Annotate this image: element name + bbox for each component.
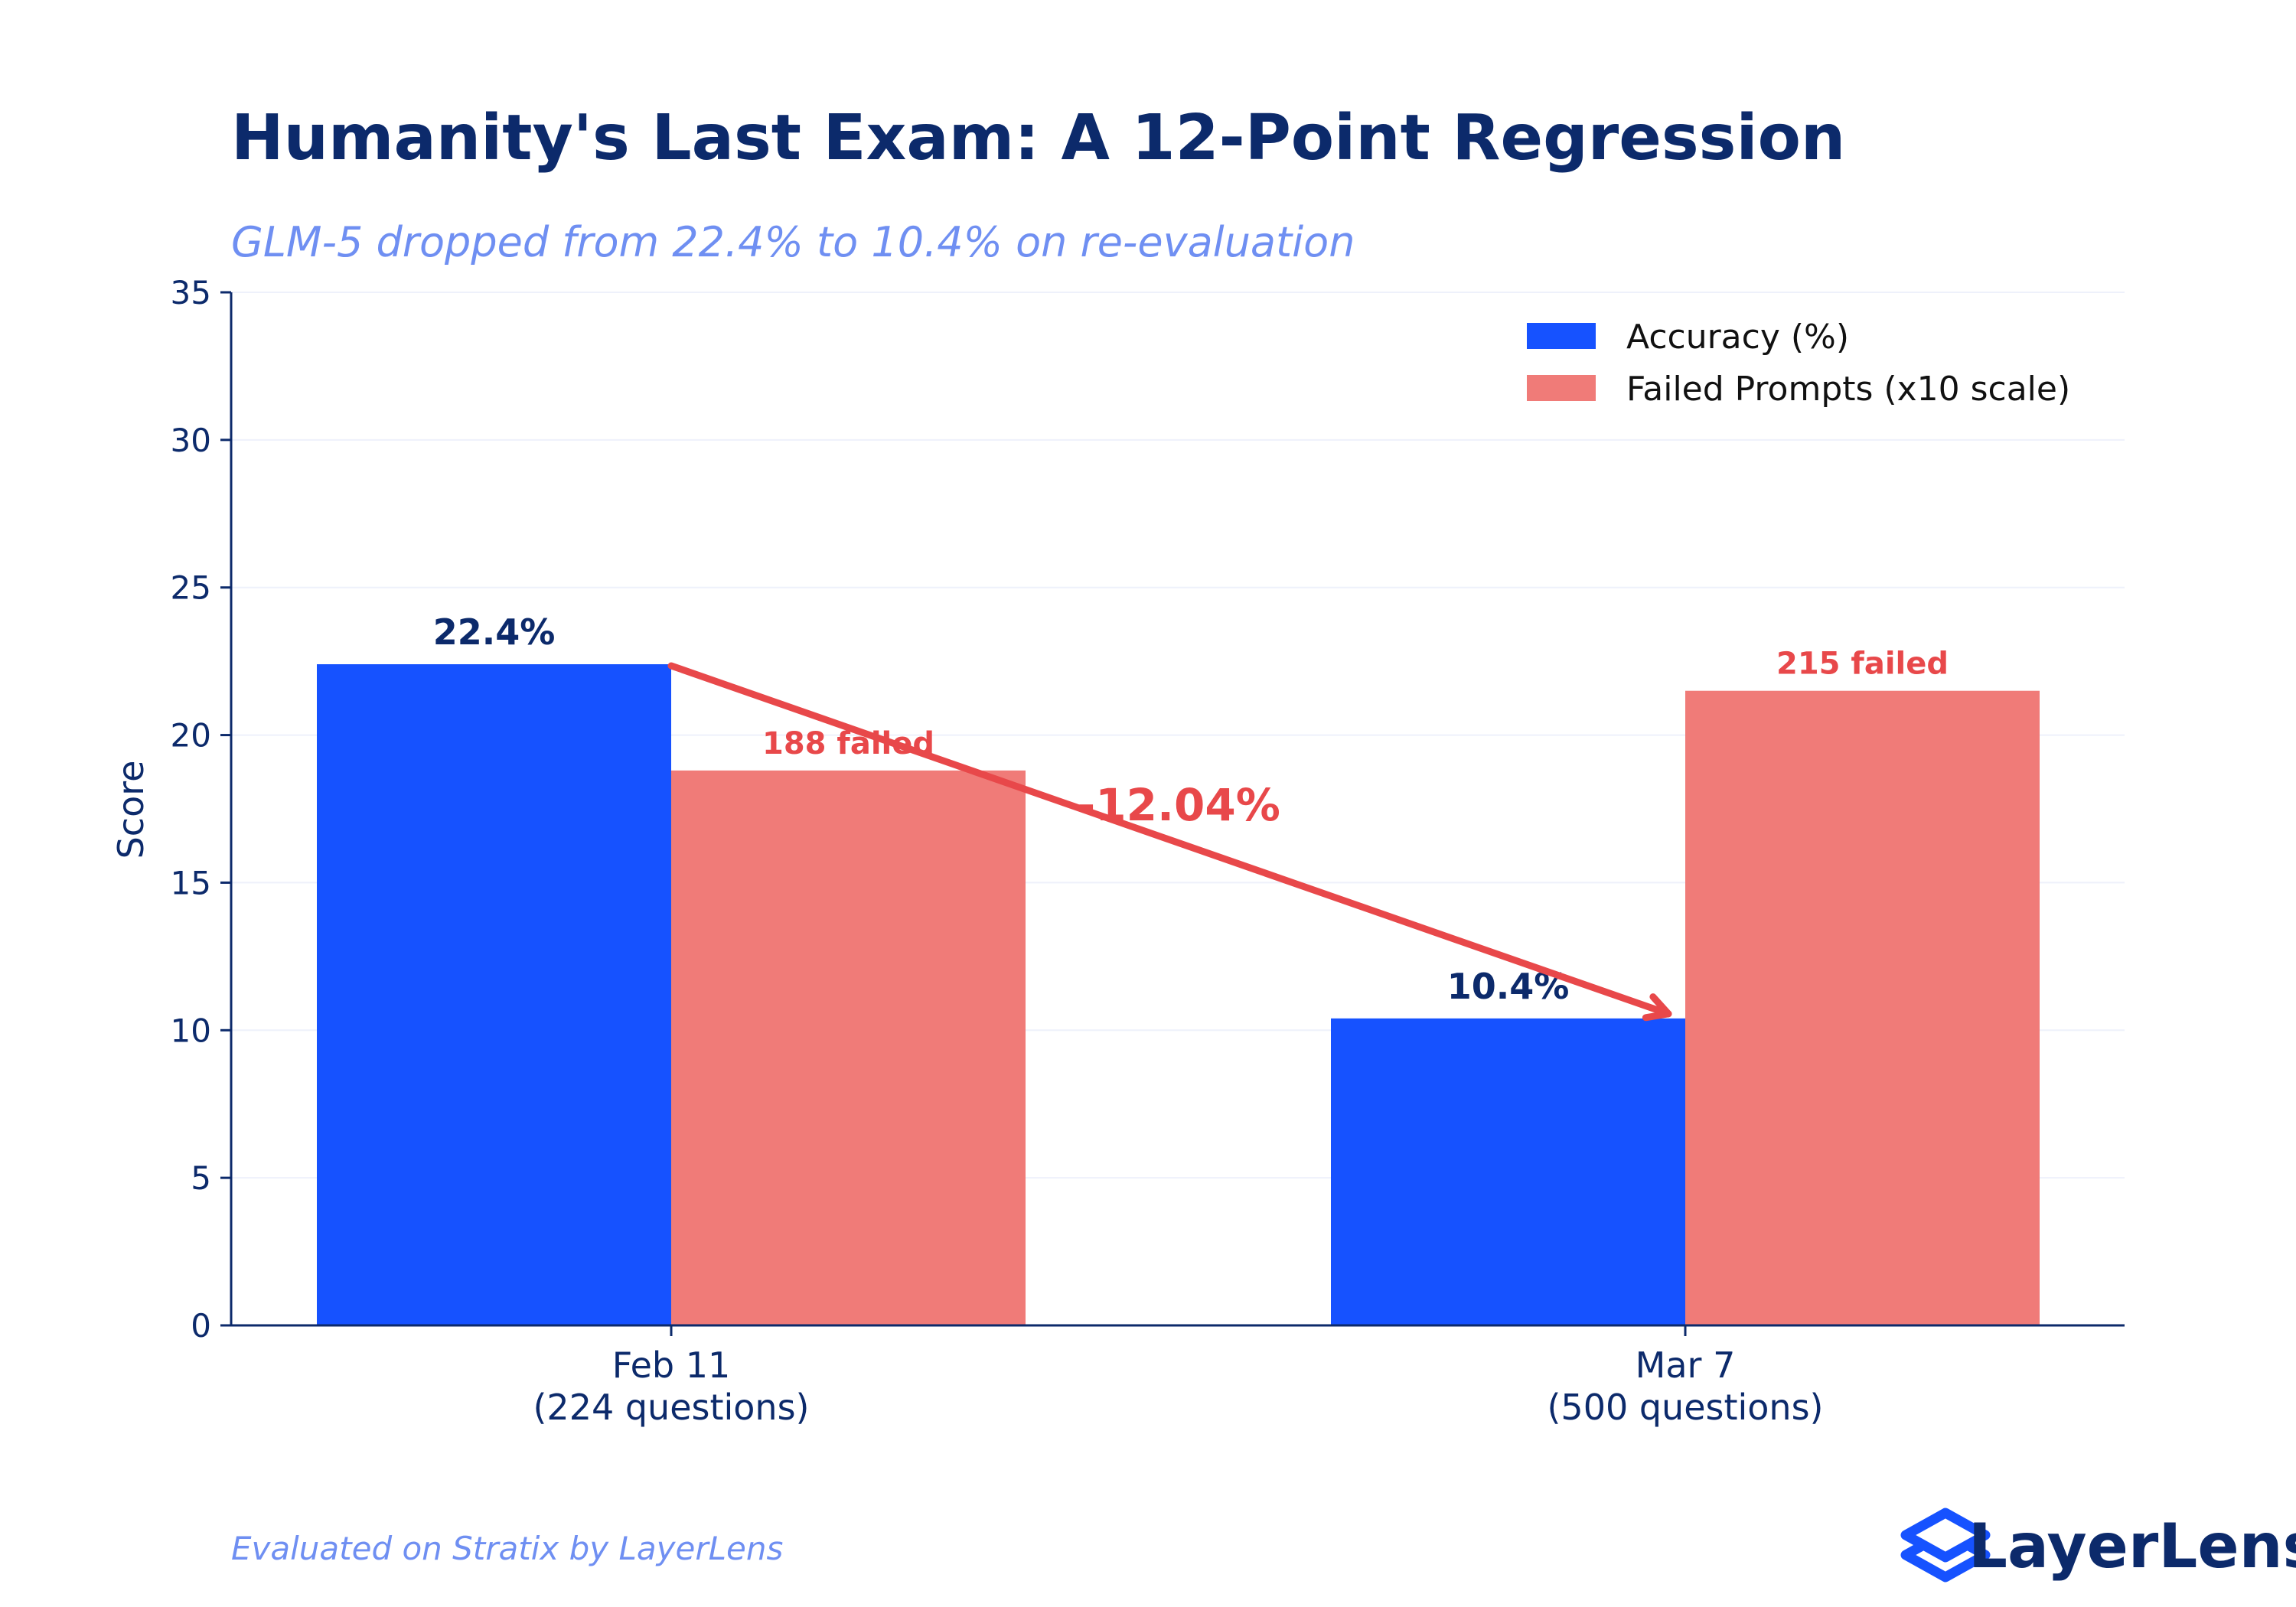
bar-failed-0 xyxy=(671,770,1026,1325)
regression-arrow xyxy=(667,662,1672,1018)
bar-accuracy-1 xyxy=(1331,1018,1685,1325)
x-tick-label: (224 questions) xyxy=(533,1387,809,1428)
y-tick-label: 15 xyxy=(171,864,211,901)
legend-label: Accuracy (%) xyxy=(1626,318,1849,357)
layerlens-logo: LayerLens xyxy=(1900,1508,2296,1583)
data-label: 22.4% xyxy=(433,611,556,653)
brand-name: LayerLens xyxy=(1968,1511,2296,1582)
layers-icon xyxy=(1900,1508,1991,1583)
y-tick-label: 25 xyxy=(171,569,211,607)
regression-annotation: -12.04% xyxy=(667,662,1672,1022)
legend: Accuracy (%) Failed Prompts (x10 scale) xyxy=(1527,318,2070,409)
legend-swatch xyxy=(1527,375,1596,401)
chart-subtitle: GLM-5 dropped from 22.4% to 10.4% on re-… xyxy=(231,218,1355,266)
data-label: 215 failed xyxy=(1776,647,1949,682)
y-tick-label: 0 xyxy=(191,1307,211,1345)
footer-note: Evaluated on Stratix by LayerLens xyxy=(231,1530,783,1567)
bar-failed-1 xyxy=(1685,690,2040,1325)
y-tick-label: 35 xyxy=(171,274,211,311)
y-tick-label: 20 xyxy=(171,717,211,755)
chart-title: Humanity's Last Exam: A 12-Point Regress… xyxy=(231,102,1845,174)
x-tick-label: Feb 11 xyxy=(612,1345,731,1386)
bars xyxy=(317,664,2040,1325)
bar-accuracy-0 xyxy=(317,664,671,1325)
y-tick-label: 30 xyxy=(171,422,211,459)
legend-swatch xyxy=(1527,323,1596,349)
data-label: 188 failed xyxy=(762,726,934,761)
regression-arrowhead xyxy=(1642,993,1672,1022)
regression-label: -12.04% xyxy=(1077,779,1280,831)
legend-label: Failed Prompts (x10 scale) xyxy=(1626,370,2070,409)
x-tick-label: (500 questions) xyxy=(1547,1387,1823,1428)
axes: 0 5 10 15 20 25 30 35 Feb 11(224 questions) Mar 7… xyxy=(171,274,2125,1428)
y-tick-label: 5 xyxy=(191,1159,211,1197)
y-tick-label: 10 xyxy=(171,1012,211,1049)
x-tick-label: Mar 7 xyxy=(1636,1345,1736,1386)
y-axis-label: Score xyxy=(110,761,152,859)
